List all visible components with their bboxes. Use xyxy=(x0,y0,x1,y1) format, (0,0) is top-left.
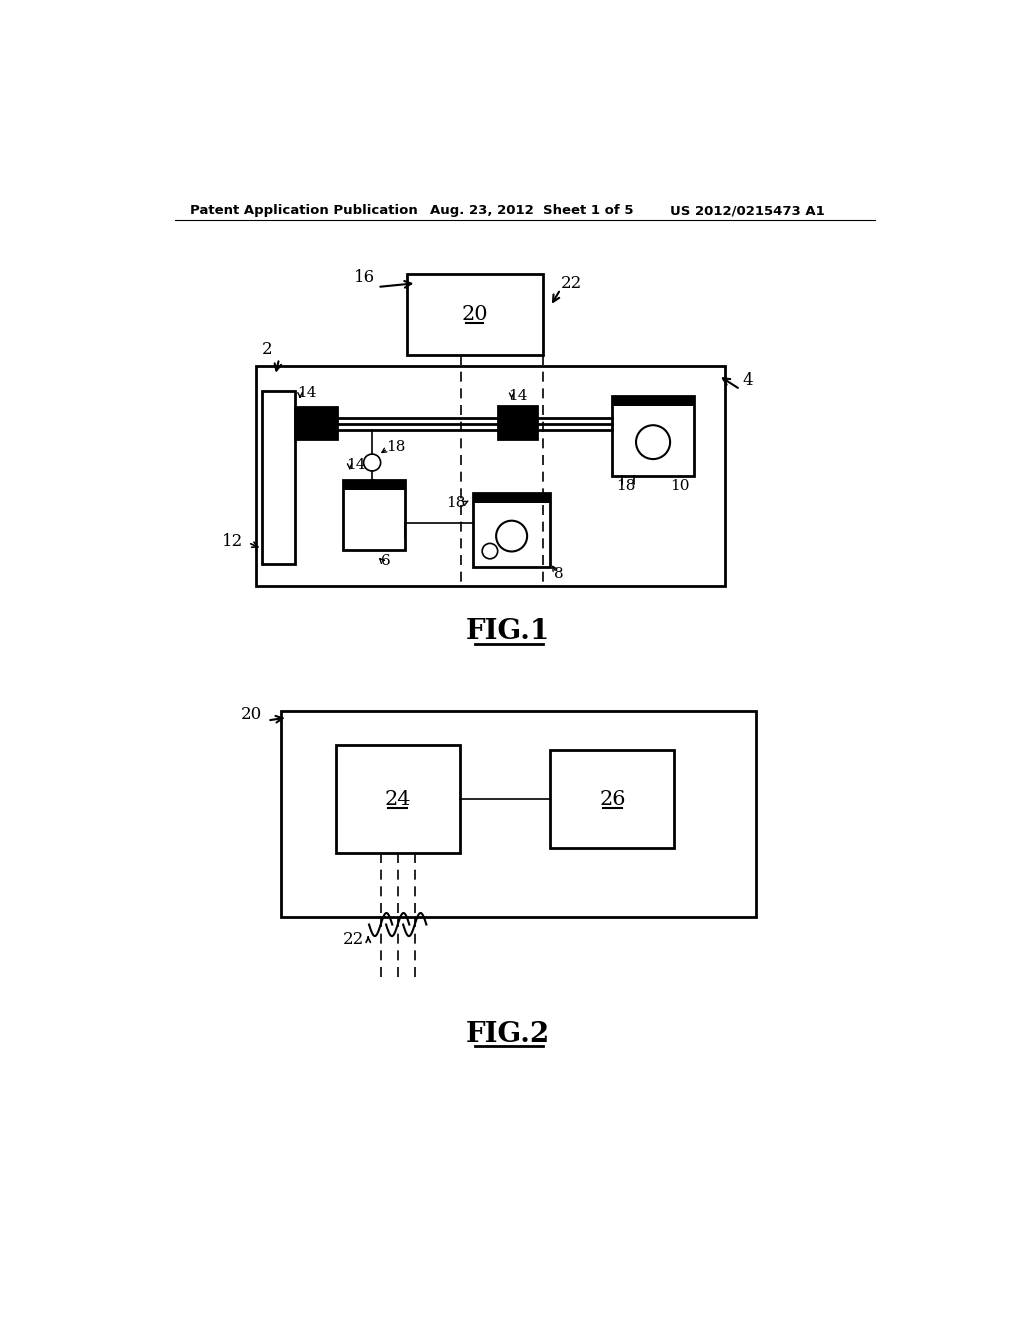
Text: US 2012/0215473 A1: US 2012/0215473 A1 xyxy=(671,205,825,218)
Bar xyxy=(473,494,550,503)
Text: 16: 16 xyxy=(354,269,375,286)
Bar xyxy=(343,480,406,549)
Text: 20: 20 xyxy=(462,305,488,323)
Bar xyxy=(407,275,543,355)
Text: FIG.2: FIG.2 xyxy=(466,1022,550,1048)
Bar xyxy=(499,407,538,438)
Text: 18: 18 xyxy=(616,479,636,492)
Text: 22: 22 xyxy=(560,275,582,292)
Bar xyxy=(343,480,406,490)
Bar xyxy=(262,391,295,564)
Bar xyxy=(550,750,675,849)
Text: 2: 2 xyxy=(262,341,272,358)
Bar xyxy=(612,396,693,407)
Bar xyxy=(282,711,756,917)
Text: Aug. 23, 2012  Sheet 1 of 5: Aug. 23, 2012 Sheet 1 of 5 xyxy=(430,205,634,218)
Text: 12: 12 xyxy=(221,532,243,549)
Text: FIG.1: FIG.1 xyxy=(466,619,550,645)
Text: 10: 10 xyxy=(671,479,690,492)
Text: 18: 18 xyxy=(386,440,406,454)
Text: 14: 14 xyxy=(297,387,316,400)
Text: 26: 26 xyxy=(599,789,626,809)
Bar xyxy=(612,396,693,477)
Text: 4: 4 xyxy=(742,372,754,388)
Text: 24: 24 xyxy=(384,789,411,809)
Bar xyxy=(473,494,550,566)
Bar xyxy=(295,407,337,440)
Text: 22: 22 xyxy=(342,932,364,949)
Text: 8: 8 xyxy=(554,568,564,581)
Bar xyxy=(336,744,460,853)
Text: 6: 6 xyxy=(381,554,390,568)
Bar xyxy=(256,367,725,586)
Text: 14: 14 xyxy=(346,458,366,471)
Text: 14: 14 xyxy=(508,388,527,403)
Text: Patent Application Publication: Patent Application Publication xyxy=(190,205,418,218)
Text: 20: 20 xyxy=(241,706,262,723)
Text: 18: 18 xyxy=(445,495,465,510)
